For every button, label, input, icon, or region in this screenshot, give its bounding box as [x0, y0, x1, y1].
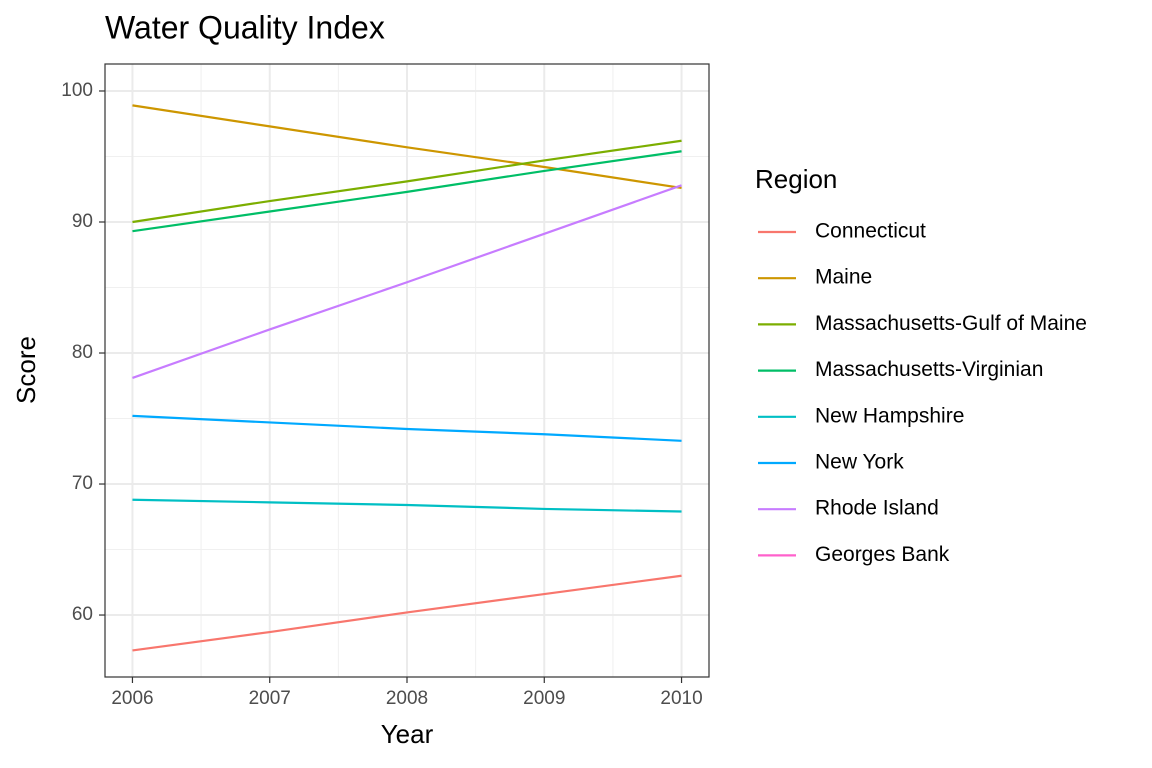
y-tick-label: 70: [72, 473, 93, 494]
legend-title: Region: [755, 164, 837, 194]
series-line: [132, 150, 682, 233]
y-tick-label: 90: [72, 211, 93, 232]
y-tick-label: 80: [72, 342, 93, 363]
legend-label: New Hampshire: [815, 404, 964, 427]
legend-label: Rhode Island: [815, 497, 939, 520]
legend-label: Connecticut: [815, 220, 926, 243]
y-tick-label: 100: [61, 80, 93, 101]
legend-label: Massachusetts-Gulf of Maine: [815, 312, 1087, 335]
legend-label: Massachusetts-Virginian: [815, 358, 1043, 381]
series-line: [132, 184, 682, 379]
x-axis-label: Year: [381, 719, 434, 749]
series-line: [132, 104, 682, 190]
legend-label: Maine: [815, 266, 872, 289]
legend-label: New York: [815, 451, 904, 474]
panel-border: [104, 63, 710, 678]
x-tick-label: 2010: [660, 688, 702, 709]
x-tick-label: 2006: [111, 688, 153, 709]
y-axis-label: Score: [11, 336, 41, 404]
series-line: [132, 574, 682, 652]
x-tick-label: 2007: [249, 688, 291, 709]
x-tick-label: 2008: [386, 688, 428, 709]
legend-label: Georges Bank: [815, 543, 950, 566]
x-tick-label: 2009: [523, 688, 565, 709]
series-line: [132, 414, 682, 442]
series-line: [132, 498, 682, 513]
chart-title: Water Quality Index: [105, 9, 385, 45]
y-tick-label: 60: [72, 604, 93, 625]
series-line: [132, 139, 682, 224]
